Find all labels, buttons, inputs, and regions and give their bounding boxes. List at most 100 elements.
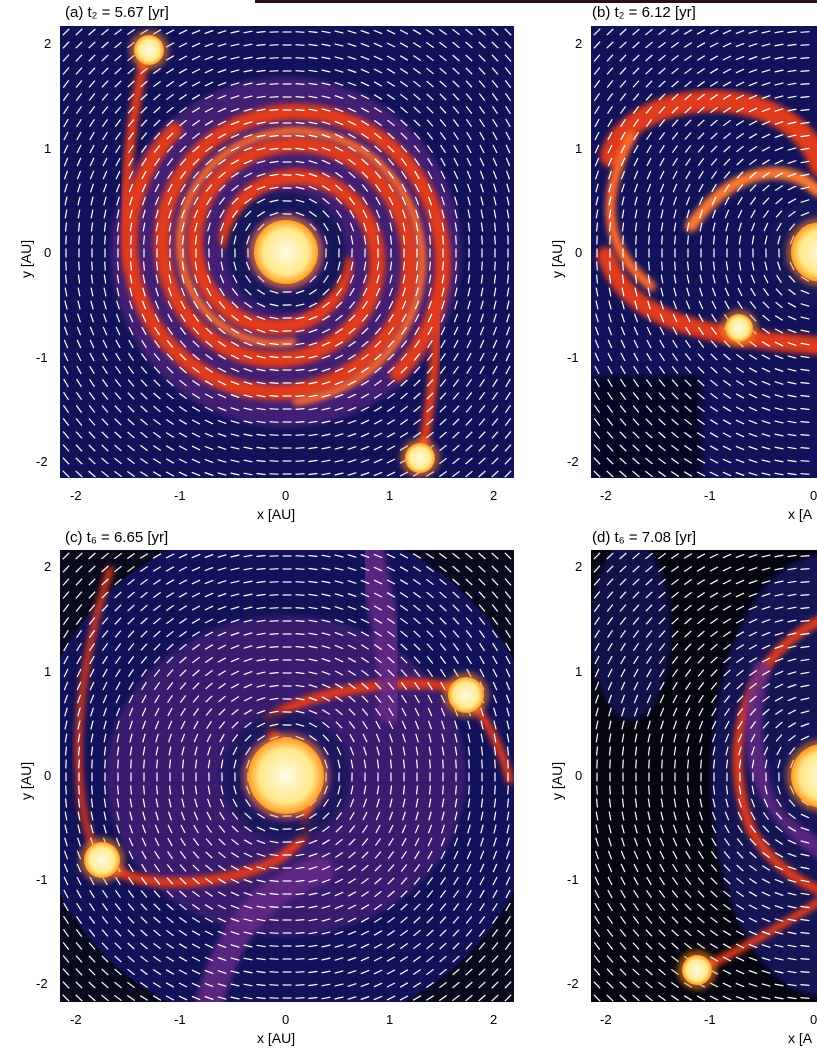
velocity-arrow <box>735 432 745 438</box>
velocity-arrow <box>491 565 499 573</box>
velocity-arrow <box>491 994 499 1002</box>
velocity-arrow <box>166 630 174 638</box>
velocity-arrow <box>493 313 497 323</box>
velocity-arrow <box>699 811 703 821</box>
velocity-arrow <box>492 365 498 375</box>
velocity-arrow <box>659 183 665 193</box>
velocity-arrow <box>774 918 784 922</box>
velocity-arrow <box>76 642 82 652</box>
velocity-arrow <box>608 720 612 730</box>
velocity-arrow <box>774 839 784 845</box>
velocity-arrow <box>193 733 199 743</box>
velocity-arrow <box>453 183 459 193</box>
velocity-arrow <box>800 827 810 831</box>
velocity-arrow <box>671 668 679 678</box>
velocity-arrow <box>607 378 613 388</box>
velocity-arrow <box>479 326 485 336</box>
velocity-arrow <box>800 473 810 475</box>
velocity-arrow <box>386 94 396 100</box>
velocity-arrow <box>165 432 175 438</box>
velocity-arrow <box>323 746 329 756</box>
velocity-arrow <box>645 591 653 599</box>
velocity-arrow <box>607 105 613 115</box>
velocity-arrow <box>632 54 640 62</box>
velocity-arrow <box>387 379 395 387</box>
velocity-arrow <box>439 67 447 75</box>
velocity-arrow <box>800 394 810 398</box>
velocity-arrow <box>75 54 83 62</box>
velocity-arrow <box>63 378 69 388</box>
velocity-arrow <box>103 196 107 206</box>
velocity-arrow <box>321 368 331 372</box>
velocity-arrow <box>633 131 639 141</box>
velocity-arrow <box>63 339 69 349</box>
velocity-arrow <box>217 554 227 558</box>
velocity-arrow <box>347 930 357 936</box>
velocity-arrow <box>166 158 174 166</box>
velocity-arrow <box>269 447 279 449</box>
velocity-arrow <box>363 785 367 795</box>
velocity-arrow <box>645 994 653 1002</box>
velocity-arrow <box>204 904 214 910</box>
velocity-arrow <box>153 392 161 400</box>
velocity-arrow <box>179 864 187 872</box>
velocity-arrow <box>748 432 758 438</box>
velocity-arrow <box>127 929 135 937</box>
velocity-arrow <box>308 813 318 819</box>
velocity-arrow <box>63 157 69 167</box>
velocity-arrow <box>427 196 433 206</box>
velocity-arrow <box>321 683 331 689</box>
velocity-arrow <box>269 382 279 384</box>
velocity-arrow <box>787 355 797 359</box>
velocity-arrow <box>413 93 421 101</box>
velocity-arrow <box>748 956 758 962</box>
velocity-arrow <box>308 459 318 463</box>
velocity-arrow <box>722 392 732 400</box>
velocity-arrow <box>373 107 383 113</box>
velocity-arrow <box>347 354 357 360</box>
velocity-arrow <box>632 591 640 599</box>
velocity-arrow <box>321 632 331 636</box>
velocity-arrow <box>455 261 457 271</box>
velocity-arrow <box>76 863 82 873</box>
velocity-arrow <box>619 378 627 388</box>
velocity-arrow <box>658 418 666 426</box>
velocity-arrow <box>645 578 653 586</box>
velocity-arrow <box>608 824 612 834</box>
velocity-arrow <box>348 838 356 846</box>
velocity-arrow <box>116 196 120 206</box>
velocity-arrow <box>426 431 434 439</box>
velocity-arrow <box>256 185 266 191</box>
velocity-arrow <box>191 94 201 100</box>
velocity-arrow <box>800 944 810 948</box>
velocity-arrow <box>645 617 653 625</box>
velocity-arrow <box>400 630 408 638</box>
velocity-arrow <box>218 301 226 309</box>
velocity-arrow <box>204 432 214 438</box>
velocity-arrow <box>295 147 305 151</box>
velocity-arrow <box>774 683 784 689</box>
velocity-arrow <box>166 119 174 127</box>
velocity-arrow <box>115 313 121 323</box>
velocity-arrow <box>89 642 95 652</box>
velocity-arrow <box>723 851 731 859</box>
velocity-arrow <box>155 209 159 219</box>
velocity-arrow <box>440 837 446 847</box>
velocity-arrow <box>593 67 601 75</box>
velocity-arrow <box>465 431 473 439</box>
velocity-arrow <box>710 877 718 885</box>
velocity-arrow <box>453 837 459 847</box>
velocity-arrow <box>269 919 279 921</box>
velocity-arrow <box>684 80 692 88</box>
velocity-arrow <box>750 222 756 232</box>
velocity-arrow <box>505 629 511 639</box>
velocity-arrow <box>788 210 796 218</box>
velocity-arrow <box>787 134 797 138</box>
velocity-arrow <box>140 93 148 101</box>
velocity-arrow <box>256 329 266 333</box>
velocity-arrow <box>142 746 146 756</box>
velocity-arrow <box>439 379 447 387</box>
velocity-arrow <box>427 339 433 349</box>
velocity-arrow <box>230 420 240 424</box>
velocity-arrow <box>192 366 200 374</box>
